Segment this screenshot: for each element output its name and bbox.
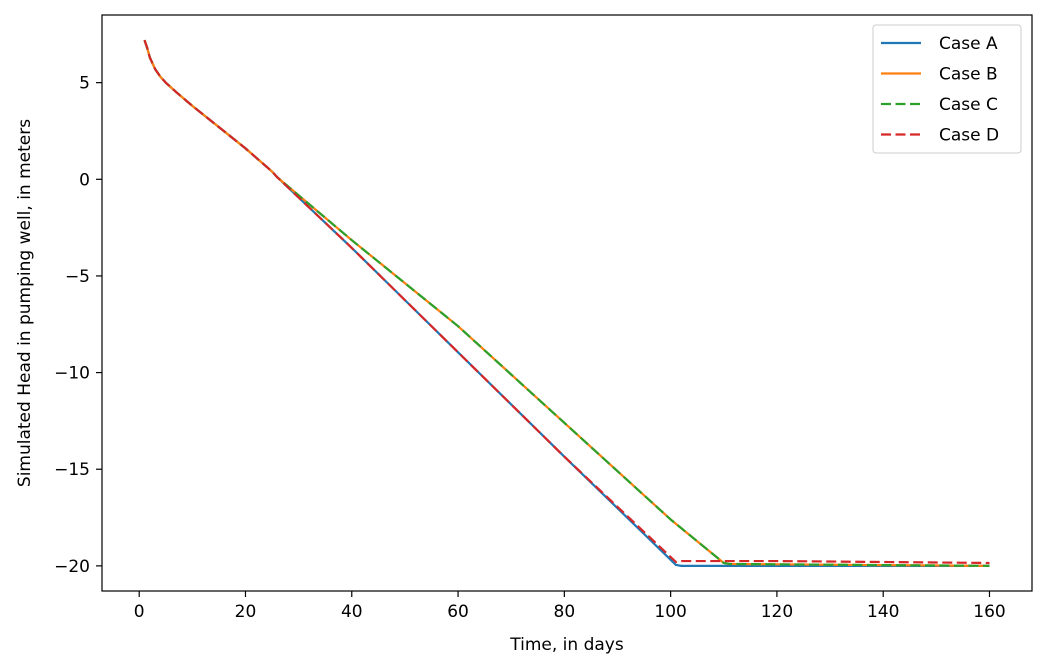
- x-tick-label: 140: [867, 602, 899, 622]
- legend-box: [872, 24, 1022, 154]
- x-tick-label: 160: [973, 602, 1005, 622]
- x-axis-ticks: 0 20 40 60 80 100 120 140 160: [134, 591, 1006, 622]
- y-tick-label: 0: [79, 170, 90, 190]
- y-axis-label: Simulated Head in pumping well, in meter…: [15, 119, 35, 487]
- y-axis-ticks: 5 0 −5 −10 −15 −20: [54, 74, 102, 577]
- axes-frame: [101, 14, 1033, 592]
- x-axis-label: Time, in days: [509, 635, 624, 655]
- y-tick-label: 5: [79, 74, 90, 94]
- legend: Case A Case B Case C Case D: [872, 24, 1022, 154]
- legend-label: Case A: [939, 34, 998, 54]
- y-tick-label: −10: [54, 364, 90, 384]
- series-line-4: [143, 39, 990, 565]
- legend-label: Case D: [939, 126, 999, 146]
- legend-label: Case C: [939, 95, 998, 115]
- plot-area: [143, 39, 990, 567]
- x-tick-label: 80: [554, 602, 576, 622]
- x-tick-label: 100: [654, 602, 686, 622]
- legend-label: Case B: [939, 65, 998, 85]
- x-tick-label: 20: [235, 602, 257, 622]
- x-tick-label: 40: [341, 602, 363, 622]
- y-tick-label: −20: [54, 557, 90, 577]
- x-tick-label: 0: [134, 602, 145, 622]
- x-tick-label: 120: [761, 602, 793, 622]
- x-tick-label: 60: [447, 602, 469, 622]
- y-tick-label: −5: [65, 267, 90, 287]
- y-tick-label: −15: [54, 460, 90, 480]
